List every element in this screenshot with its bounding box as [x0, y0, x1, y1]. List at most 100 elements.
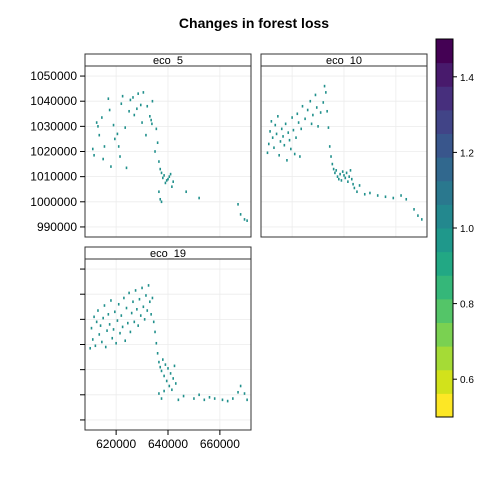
- data-point: [125, 166, 128, 170]
- data-point: [317, 125, 319, 128]
- data-point: [134, 289, 137, 292]
- data-point: [297, 121, 300, 124]
- data-point: [266, 151, 269, 155]
- data-point: [156, 141, 159, 144]
- data-point: [139, 103, 142, 107]
- data-point: [108, 323, 111, 326]
- data-point: [159, 167, 162, 171]
- colorbar-segment: [436, 275, 453, 300]
- data-point: [335, 169, 338, 172]
- data-point: [160, 369, 163, 373]
- data-point: [331, 162, 334, 166]
- data-point: [173, 364, 176, 368]
- chart-title: Changes in forest loss: [179, 15, 329, 31]
- data-point: [136, 307, 138, 311]
- data-point: [152, 320, 155, 324]
- data-point: [314, 93, 317, 97]
- data-point: [120, 102, 123, 106]
- data-point: [278, 153, 280, 157]
- data-point: [147, 284, 150, 287]
- data-point: [340, 179, 343, 182]
- data-point: [323, 84, 326, 88]
- data-point: [350, 177, 353, 181]
- data-point: [121, 94, 124, 98]
- data-point: [168, 175, 171, 178]
- data-point: [164, 181, 167, 185]
- data-point: [339, 172, 341, 176]
- data-point: [162, 358, 164, 361]
- data-point: [107, 97, 110, 100]
- data-point: [319, 111, 322, 114]
- data-point: [97, 309, 99, 312]
- data-point: [154, 150, 156, 153]
- data-point: [112, 328, 115, 331]
- y-tick-label: 1020000: [30, 145, 77, 159]
- data-point: [282, 135, 284, 138]
- data-point: [132, 300, 134, 304]
- strip-label-eco_5: eco_5: [153, 55, 183, 67]
- data-point: [301, 104, 304, 108]
- data-point: [159, 365, 162, 369]
- data-point: [172, 180, 174, 183]
- data-point: [133, 113, 136, 117]
- data-point: [334, 171, 336, 175]
- data-point: [160, 200, 163, 204]
- data-point: [95, 320, 98, 324]
- x-tick-label: 640000: [148, 437, 188, 451]
- data-point: [237, 203, 239, 206]
- data-point: [174, 382, 177, 385]
- data-point: [125, 306, 128, 310]
- data-point: [177, 398, 180, 402]
- colorbar-segment: [436, 228, 453, 253]
- data-point: [203, 398, 206, 402]
- data-point: [98, 333, 101, 336]
- data-point: [126, 321, 129, 325]
- data-point: [146, 309, 149, 312]
- data-point: [137, 324, 139, 327]
- data-point: [151, 296, 154, 300]
- data-point: [129, 330, 132, 334]
- data-point: [353, 186, 356, 190]
- data-point: [103, 304, 106, 307]
- panel-border-eco_10: [260, 65, 428, 238]
- data-point: [169, 372, 172, 375]
- data-point: [89, 346, 91, 350]
- data-point: [123, 296, 125, 300]
- data-point: [167, 177, 169, 181]
- data-point: [304, 117, 306, 121]
- data-point: [269, 130, 271, 133]
- data-point: [150, 118, 152, 122]
- data-point: [273, 146, 275, 150]
- data-point: [93, 153, 95, 157]
- colorbar-segment: [436, 157, 453, 182]
- panel-eco_5: eco_5: [84, 53, 252, 238]
- colorbar-segment: [436, 180, 453, 205]
- data-point: [117, 302, 120, 306]
- data-point: [405, 197, 408, 201]
- data-point: [107, 313, 110, 316]
- data-point: [290, 147, 292, 151]
- data-point: [291, 116, 293, 119]
- data-point: [213, 397, 216, 400]
- data-point: [167, 367, 169, 370]
- data-point: [110, 299, 112, 302]
- strip-label-eco_19: eco_19: [150, 248, 186, 260]
- data-point: [347, 180, 349, 183]
- colorbar-tick-label: 0.8: [460, 300, 474, 311]
- data-point: [280, 127, 283, 131]
- colorbar-segment: [436, 133, 453, 158]
- data-point: [128, 291, 130, 295]
- data-point: [106, 329, 108, 332]
- colorbar-segment: [436, 251, 453, 276]
- data-point: [330, 155, 332, 158]
- data-point: [296, 112, 299, 116]
- data-point: [104, 345, 107, 349]
- y-tick-label: 1040000: [30, 94, 77, 108]
- data-point: [336, 175, 339, 178]
- data-point: [158, 190, 160, 194]
- colorbar-segment: [436, 204, 453, 229]
- data-point: [328, 145, 331, 148]
- data-point: [119, 331, 121, 335]
- data-point: [369, 191, 371, 195]
